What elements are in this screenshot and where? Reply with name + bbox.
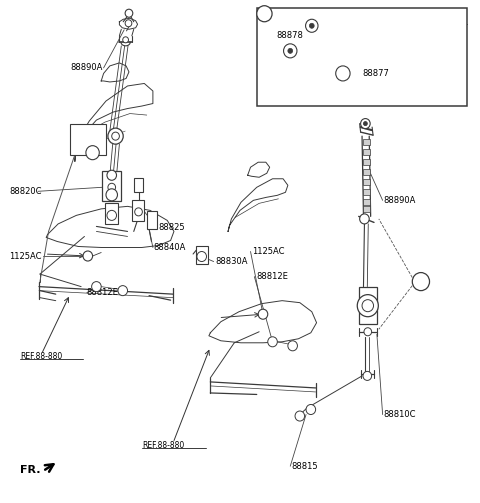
Bar [362, 199, 370, 205]
Circle shape [357, 295, 378, 317]
Bar [134, 178, 144, 192]
Text: 88810C: 88810C [384, 410, 416, 419]
Bar [105, 203, 119, 224]
Bar [257, 8, 468, 106]
Circle shape [106, 189, 118, 201]
Bar [70, 124, 106, 155]
Text: 88825: 88825 [158, 223, 185, 232]
Circle shape [118, 286, 128, 296]
Circle shape [306, 404, 316, 414]
Circle shape [284, 44, 297, 58]
Text: 88830A: 88830A [215, 257, 248, 266]
Circle shape [108, 128, 123, 144]
Text: 88890A: 88890A [384, 196, 416, 205]
Circle shape [107, 210, 117, 220]
Circle shape [258, 309, 268, 319]
Text: a: a [90, 148, 95, 157]
Text: 1125AC: 1125AC [252, 247, 285, 256]
Circle shape [257, 6, 272, 22]
Text: a: a [419, 277, 423, 286]
Bar [362, 169, 370, 175]
Circle shape [108, 183, 116, 191]
Text: 88812E: 88812E [87, 288, 119, 297]
Circle shape [360, 214, 369, 224]
Bar [362, 149, 370, 155]
Circle shape [288, 341, 298, 351]
Bar [362, 179, 370, 185]
Circle shape [306, 19, 318, 32]
Circle shape [362, 300, 373, 312]
Text: 88877: 88877 [362, 69, 389, 78]
Text: a: a [262, 9, 267, 18]
Bar [362, 206, 370, 212]
Circle shape [360, 119, 370, 129]
Text: 88890A: 88890A [70, 63, 102, 72]
Bar [362, 189, 370, 195]
Text: a: a [90, 148, 95, 157]
Text: 1125AC: 1125AC [9, 252, 42, 261]
Circle shape [92, 282, 101, 292]
Text: 88815: 88815 [292, 462, 318, 471]
Circle shape [83, 251, 93, 261]
Bar [132, 200, 144, 221]
Circle shape [268, 337, 277, 347]
Text: 88820C: 88820C [9, 187, 42, 196]
Circle shape [125, 9, 133, 17]
Bar [196, 246, 208, 264]
Bar [102, 171, 121, 201]
Circle shape [363, 122, 367, 126]
Text: a: a [262, 9, 267, 18]
Text: FR.: FR. [20, 465, 40, 475]
Circle shape [112, 132, 120, 140]
Text: 88812E: 88812E [257, 272, 288, 281]
Circle shape [86, 146, 99, 160]
Circle shape [135, 208, 143, 216]
Text: REF.88-880: REF.88-880 [142, 441, 184, 450]
Bar [362, 139, 370, 145]
Bar [362, 159, 370, 164]
Circle shape [125, 20, 132, 27]
Circle shape [197, 252, 206, 262]
Text: 88878: 88878 [276, 31, 303, 40]
Circle shape [364, 328, 372, 336]
Circle shape [412, 273, 430, 291]
Circle shape [123, 37, 129, 43]
Circle shape [107, 170, 117, 180]
Text: 88840A: 88840A [154, 243, 186, 252]
Circle shape [336, 66, 350, 81]
Circle shape [288, 48, 293, 53]
Bar [147, 211, 157, 229]
Circle shape [310, 23, 314, 28]
Circle shape [295, 411, 305, 421]
Text: REF.88-880: REF.88-880 [20, 352, 62, 361]
Bar [359, 287, 377, 324]
Circle shape [363, 371, 372, 380]
Text: a: a [419, 277, 423, 286]
